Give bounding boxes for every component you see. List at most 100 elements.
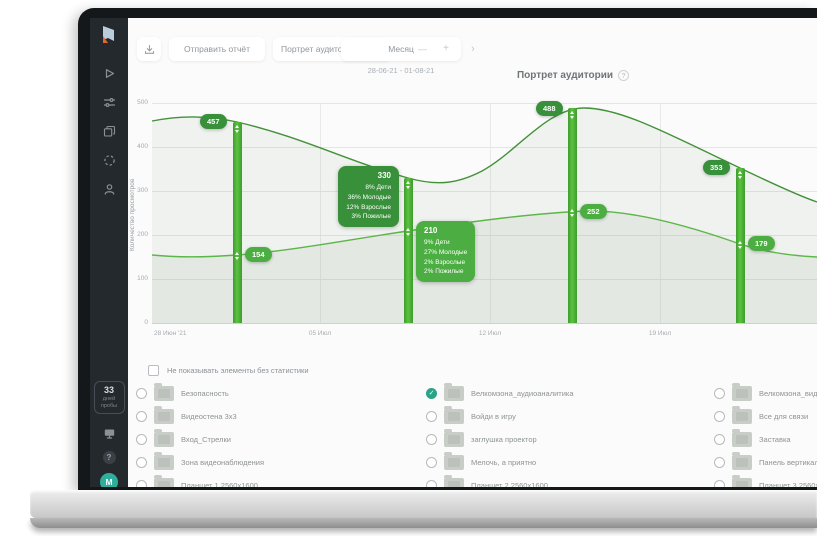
device-group-item[interactable]: Планшет 3 2560х1600 [714,474,817,487]
main-content: Отправить отчёт Портрет аудитории ▾ ‹ Ме… [128,18,817,487]
device-group-item[interactable]: Планшет 2 2560х1600 [426,474,548,488]
device-group-item[interactable]: Заставка [714,428,791,447]
tooltip-line: 3% Пожилые [351,213,391,221]
device-group-item[interactable]: Зона видеонаблюдения [136,451,264,470]
folder-icon [154,451,174,470]
radio-icon[interactable] [426,433,437,445]
device-group-label: Велкомзона_видеоаналитика [759,388,817,398]
period-select[interactable]: Месяц — + [341,37,461,61]
device-group-item[interactable]: Велкомзона_видеоаналитика [714,382,817,401]
hide-empty-filter[interactable]: Не показывать элементы без статистики [148,365,309,376]
marker-icon [569,209,575,218]
radio-icon[interactable] [136,433,147,445]
device-group-item[interactable]: Вход_Стрелки [136,428,231,447]
radio-icon[interactable] [714,387,725,399]
marker-icon [234,125,240,134]
device-group-item[interactable]: Мелочь, а приятно [426,451,536,470]
value-badge: 353 [703,160,730,175]
radio-icon[interactable] [426,410,437,422]
gridline [152,323,817,324]
info-icon[interactable]: ? [618,70,630,81]
device-group-label: Безопасность [181,388,229,398]
radio-icon[interactable] [714,410,725,422]
chart-title-row: Портрет аудитории ? [458,70,688,81]
device-group-item[interactable]: Безопасность [136,382,229,401]
tooltip-line: 2% Пожилые [424,268,464,276]
laptop-base-edge [30,518,817,528]
device-group-item[interactable]: заглушка проектор [426,428,537,447]
device-group-label: Планшет 2 2560х1600 [471,480,548,488]
x-tick-label: 28 Июн '21 [154,330,187,337]
sidebar-item-content[interactable] [102,124,116,138]
trial-days-label: дней пробы [100,396,118,410]
next-period-button[interactable]: › [464,37,482,61]
zoom-out-button[interactable]: — [418,44,427,54]
marker-icon [737,171,743,180]
radio-icon[interactable] [714,433,725,445]
device-group-item[interactable]: Войди в игру [426,405,516,424]
x-tick-label: 19 Июл [648,330,672,337]
help-icon: ? [102,450,116,464]
device-group-label: Планшет 1 2560х1600 [181,480,258,488]
folder-icon [732,428,752,447]
radio-icon[interactable] [136,410,147,422]
folder-icon [444,451,464,470]
checkbox-icon[interactable] [148,365,159,376]
radio-icon[interactable] [136,387,147,399]
device-group-item[interactable]: ✓ Велкомзона_аудиоаналитика [426,382,574,401]
prev-period-button[interactable]: ‹ [321,37,339,61]
radio-icon[interactable] [426,456,437,468]
audience-tooltip: 210 9% Дети 27% Молодые 2% Взрослые 2% П… [416,221,476,282]
x-tick-label: 12 Июл [478,330,502,337]
sidebar-item-settings[interactable] [102,95,116,109]
audience-tooltip: 330 8% Дети 36% Молодые 12% Взрослые 3% … [338,166,399,227]
data-bar[interactable] [403,178,413,323]
trial-days-badge[interactable]: 33 дней пробы [93,381,125,414]
tooltip-value: 210 [424,226,438,235]
data-bar[interactable] [232,122,242,323]
marker-icon [737,241,743,250]
download-report-button[interactable] [137,37,161,61]
device-group-item[interactable]: Планшет 1 2560х1600 [136,474,258,488]
gridline [152,147,817,148]
gridline [660,103,661,323]
data-bar[interactable] [567,108,577,323]
device-group-label: Все для связи [759,411,809,421]
zoom-in-button[interactable]: + [443,43,449,54]
gridline [320,103,321,323]
chart-title: Портрет аудитории [516,70,614,81]
help-button[interactable]: ? [102,450,116,464]
device-group-item[interactable]: Видеостена 3х3 [136,405,237,424]
folder-icon [732,382,752,401]
sidebar-item-displays[interactable] [102,426,116,440]
device-group-item[interactable]: Все для связи [714,405,809,424]
sidebar-item-users[interactable] [102,182,116,196]
sidebar-item-loading[interactable] [102,153,116,167]
radio-icon[interactable] [714,456,725,468]
plot-area[interactable]: 457 154 488 252 353 179 330 8% Дети 36% … [137,99,817,337]
marker-icon [405,228,411,237]
radio-icon[interactable] [136,479,147,487]
report-type-value: Портрет аудитории [281,44,357,54]
radio-icon[interactable] [714,479,725,487]
user-avatar[interactable]: М [100,473,118,487]
radio-icon[interactable] [136,456,147,468]
send-report-button[interactable]: Отправить отчёт [169,37,265,61]
device-group-item[interactable]: Панель вертикальная внутр [714,451,817,470]
gridline [152,235,817,236]
laptop-screen: 33 дней пробы ? М Отправить отчёт [78,8,817,490]
radio-icon[interactable] [426,479,437,487]
y-tick-label: 0 [144,319,148,326]
sidebar-item-play[interactable] [102,66,116,80]
marker-icon [405,181,411,190]
data-bar[interactable] [735,168,745,323]
tooltip-line: 12% Взрослые [346,203,391,211]
app-window: 33 дней пробы ? М Отправить отчёт [90,18,817,487]
folder-icon [444,405,464,424]
x-tick-label: 05 Июл [308,330,332,337]
device-group-label: Панель вертикальная внутр [759,457,817,467]
tooltip-line: 27% Молодые [424,248,468,256]
chart-lines [151,107,817,323]
folder-icon [154,428,174,447]
radio-selected-icon[interactable]: ✓ [426,387,437,399]
